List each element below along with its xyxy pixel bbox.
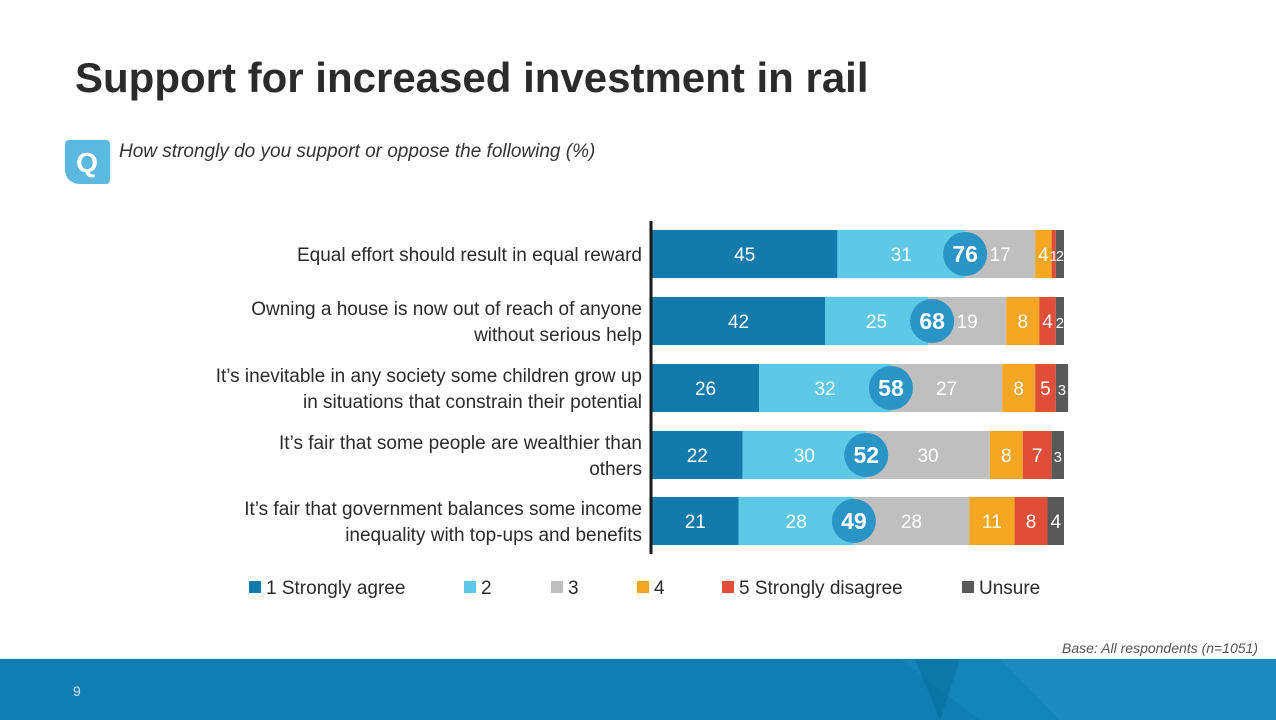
data-label: 32 <box>814 379 835 400</box>
bar-segment <box>652 431 743 479</box>
data-label: 4 <box>1038 245 1049 266</box>
data-label: 30 <box>917 446 938 467</box>
data-label: 2 <box>1056 248 1064 265</box>
data-label: 45 <box>734 245 755 266</box>
bar-segment <box>1051 230 1056 278</box>
data-label: 8 <box>1013 379 1024 400</box>
bar-segment <box>1035 230 1052 278</box>
bar-segment <box>1055 297 1064 345</box>
net-agree-label: 76 <box>952 241 978 267</box>
category-label: Equal effort should result in equal rewa… <box>297 245 642 266</box>
net-agree-label: 58 <box>878 375 904 401</box>
question-icon-letter: Q <box>76 147 98 178</box>
bar-segment <box>1022 431 1052 479</box>
legend-label: 5 Strongly disagree <box>739 578 903 599</box>
legend-swatch <box>722 581 734 593</box>
data-label: 8 <box>1026 512 1037 533</box>
bar-segment <box>1035 364 1056 412</box>
bar-segment <box>1055 230 1064 278</box>
bar-segment <box>1055 364 1069 412</box>
legend-label: 3 <box>568 578 579 599</box>
data-label: 28 <box>901 512 922 533</box>
page-title: Support for increased investment in rail <box>75 54 869 101</box>
question-icon-graphic: Q <box>76 147 98 178</box>
legend-label: Unsure <box>979 578 1040 599</box>
data-label: 8 <box>1018 312 1029 333</box>
net-agree-circle <box>844 433 889 477</box>
data-label: 11 <box>982 512 1002 533</box>
data-label: 17 <box>990 245 1011 266</box>
page-number: 9 <box>73 683 81 699</box>
legend-swatch <box>637 581 649 593</box>
net-agree-label: 49 <box>841 508 867 534</box>
bar-segment <box>1039 297 1056 345</box>
bar-segment <box>1047 497 1064 545</box>
legend-label: 1 Strongly agree <box>266 578 405 599</box>
footer-bar: 9 <box>0 659 1276 720</box>
legend-swatch <box>249 581 261 593</box>
data-label: 26 <box>695 379 716 400</box>
net-agree-circle <box>910 299 955 343</box>
legend-swatch <box>464 581 476 593</box>
category-label: It’s fair that some people are wealthier… <box>279 433 642 454</box>
data-label: 8 <box>1001 446 1012 467</box>
net-agree-circle <box>868 366 913 410</box>
category-label: others <box>589 459 642 480</box>
footer-decoration <box>900 659 1276 720</box>
bar-segment <box>989 431 1023 479</box>
legend-swatch <box>551 581 563 593</box>
question-icon: Q <box>65 140 110 184</box>
bar-segment <box>652 297 826 345</box>
category-label: It’s inevitable in any society some chil… <box>216 366 642 387</box>
bar-segment <box>1051 431 1064 479</box>
data-label: 3 <box>1058 382 1066 399</box>
legend-label: 4 <box>654 578 665 599</box>
net-agree-label: 52 <box>853 442 879 468</box>
net-agree-label: 68 <box>919 308 945 334</box>
bar-segment <box>1002 364 1036 412</box>
data-label: 28 <box>786 512 807 533</box>
data-label: 25 <box>866 312 887 333</box>
category-label: Owning a house is now out of reach of an… <box>251 299 642 320</box>
data-label: 5 <box>1040 379 1051 400</box>
data-label: 42 <box>728 312 749 333</box>
net-agree-circle <box>943 232 988 276</box>
data-label: 1 <box>1050 248 1058 265</box>
bar-segment <box>969 497 1015 545</box>
data-label: 22 <box>687 446 708 467</box>
data-label: 27 <box>936 379 957 400</box>
data-label: 21 <box>685 512 706 533</box>
bar-segment <box>1006 297 1040 345</box>
category-label: without serious help <box>473 325 642 346</box>
data-label: 30 <box>794 446 815 467</box>
legend-swatch <box>962 581 974 593</box>
data-label: 31 <box>891 245 912 266</box>
bar-segment <box>652 497 739 545</box>
data-label: 3 <box>1054 449 1062 466</box>
question-text: How strongly do you support or oppose th… <box>119 141 596 162</box>
category-label: It’s fair that government balances some … <box>244 499 642 520</box>
net-agree-circle <box>831 499 876 543</box>
data-label: 2 <box>1056 315 1064 332</box>
category-label: inequality with top-ups and benefits <box>345 525 642 546</box>
bar-segment <box>652 364 760 412</box>
base-note: Base: All respondents (n=1051) <box>1062 640 1258 656</box>
category-label: in situations that constrain their poten… <box>303 392 642 413</box>
data-label: 19 <box>957 312 978 333</box>
data-label: 7 <box>1032 446 1043 467</box>
legend-label: 2 <box>481 578 492 599</box>
bar-segment <box>1014 497 1048 545</box>
data-label: 4 <box>1050 512 1061 533</box>
bar-segment <box>652 230 838 278</box>
stacked-bar-chart: Equal effort should result in equal rewa… <box>216 221 1069 599</box>
data-label: 4 <box>1042 312 1053 333</box>
